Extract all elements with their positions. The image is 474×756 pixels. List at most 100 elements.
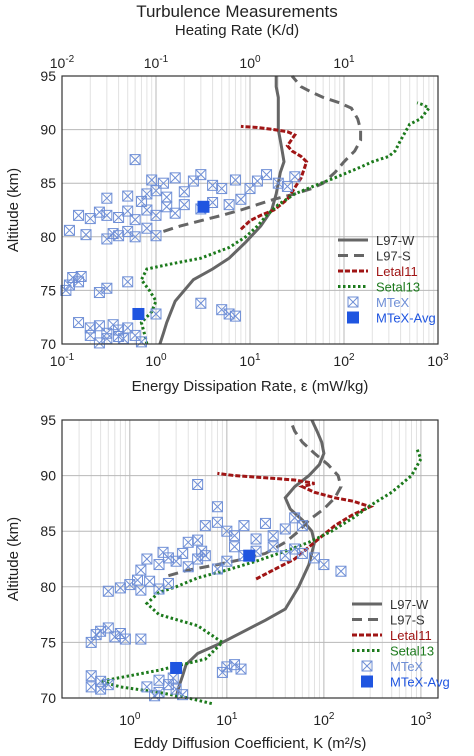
mtex-point bbox=[144, 575, 156, 587]
mtex-box bbox=[85, 670, 97, 682]
mtex-box bbox=[221, 525, 233, 537]
plot-frame bbox=[61, 75, 439, 345]
mtex-box bbox=[135, 336, 147, 348]
legend-label: L97-W bbox=[390, 597, 429, 612]
mtex-point bbox=[161, 191, 173, 203]
mtex-box bbox=[211, 501, 223, 513]
legend-swatch-mtex-avg bbox=[347, 311, 359, 324]
mtex-cross-b bbox=[212, 501, 223, 513]
legend-label: L97-S bbox=[376, 249, 411, 264]
mtex-cross-b bbox=[113, 212, 124, 223]
mtex-cross-b bbox=[85, 681, 97, 693]
mtex-cross-b bbox=[113, 331, 124, 342]
mtex-box bbox=[196, 545, 208, 557]
mtex-cross-b bbox=[196, 545, 208, 557]
mtex-cross-b bbox=[94, 287, 105, 298]
mtex-box bbox=[272, 177, 284, 189]
mtex-cross-b bbox=[129, 330, 141, 341]
legend-label: MTeX-Avg bbox=[390, 675, 450, 690]
mtex-box bbox=[122, 276, 134, 288]
mtex-point bbox=[259, 517, 271, 529]
mtex-point bbox=[182, 561, 194, 573]
mtex-point bbox=[157, 177, 169, 189]
series-line-l97-s bbox=[162, 75, 363, 233]
mtex-point bbox=[229, 659, 241, 671]
mtex-point bbox=[129, 154, 141, 166]
mtex-box bbox=[251, 175, 263, 187]
x-tick-label: 100 bbox=[119, 711, 141, 728]
mtex-box bbox=[129, 154, 141, 166]
mtex-cross-b bbox=[279, 523, 291, 535]
mtex-cross-b bbox=[229, 530, 240, 542]
mtex-box bbox=[135, 564, 147, 576]
mtex-point bbox=[102, 585, 114, 597]
x-tick-label: 103 bbox=[410, 711, 432, 728]
mtex-point bbox=[109, 631, 121, 643]
mtex-point bbox=[289, 171, 301, 183]
mtex-cross-b bbox=[289, 543, 301, 555]
mtex-cross-b bbox=[163, 578, 174, 589]
mtex-cross-b bbox=[153, 687, 165, 698]
mtex-cross-b bbox=[84, 330, 96, 341]
y-axis-label: Altitude (km) bbox=[5, 168, 22, 252]
mtex-cross-b bbox=[235, 193, 247, 205]
mtex-point bbox=[102, 622, 114, 634]
mtex-point bbox=[308, 552, 320, 564]
mtex-box bbox=[150, 230, 162, 242]
x-tick-label: 102 bbox=[333, 352, 355, 369]
mtex-cross-b bbox=[279, 550, 291, 562]
mtex-avg-point bbox=[243, 549, 256, 562]
mtex-point bbox=[207, 179, 219, 191]
mtex-point bbox=[150, 308, 162, 320]
mtex-box bbox=[141, 681, 153, 693]
mtex-cross-b bbox=[177, 548, 188, 559]
mtex-avg-point bbox=[170, 661, 183, 674]
mtex-cross-b bbox=[64, 225, 75, 236]
mtex-box bbox=[347, 296, 359, 308]
mtex-point bbox=[221, 661, 233, 673]
mtex-box bbox=[199, 550, 211, 562]
mtex-cross-b bbox=[85, 637, 97, 648]
mtex-box bbox=[84, 329, 96, 341]
mtex-box bbox=[229, 659, 241, 671]
mtex-box bbox=[195, 297, 207, 309]
mtex-point bbox=[114, 582, 126, 594]
mtex-point bbox=[80, 229, 92, 241]
mtex-box bbox=[229, 530, 241, 542]
mtex-cross-b bbox=[235, 663, 247, 675]
mtex-box bbox=[216, 304, 228, 316]
mtex-box bbox=[113, 330, 125, 342]
mtex-point bbox=[235, 663, 247, 675]
mtex-point bbox=[169, 207, 181, 219]
mtex-point bbox=[267, 541, 279, 553]
mtex-point bbox=[235, 193, 247, 205]
mtex-cross-b bbox=[207, 179, 218, 191]
mtex-point bbox=[296, 547, 308, 559]
mtex-cross-b bbox=[195, 169, 207, 180]
mtex-point bbox=[85, 681, 97, 693]
mtex-box bbox=[182, 561, 194, 573]
mtex-box bbox=[124, 579, 136, 591]
mtex-cross-b bbox=[182, 561, 194, 573]
mtex-cross-b bbox=[141, 222, 153, 234]
mtex-cross-b bbox=[129, 154, 141, 165]
mtex-cross-b bbox=[252, 175, 263, 187]
mtex-box bbox=[129, 329, 141, 341]
mtex-cross-b bbox=[150, 230, 162, 242]
y-tick-label: 75 bbox=[40, 282, 56, 298]
mtex-box bbox=[229, 174, 241, 186]
mtex-cross-b bbox=[101, 333, 113, 344]
mtex-cross-b bbox=[167, 672, 179, 684]
mtex-box bbox=[267, 530, 279, 542]
mtex-box bbox=[102, 622, 114, 634]
mtex-point bbox=[119, 633, 131, 645]
mtex-box bbox=[216, 666, 228, 678]
mtex-box bbox=[122, 205, 134, 217]
mtex-point bbox=[150, 209, 162, 221]
x-tick-label: 102 bbox=[313, 711, 335, 728]
mtex-point bbox=[129, 214, 141, 226]
legend-swatch-mtex-avg bbox=[361, 675, 373, 688]
mtex-point bbox=[93, 337, 105, 349]
mtex-point bbox=[221, 525, 233, 537]
